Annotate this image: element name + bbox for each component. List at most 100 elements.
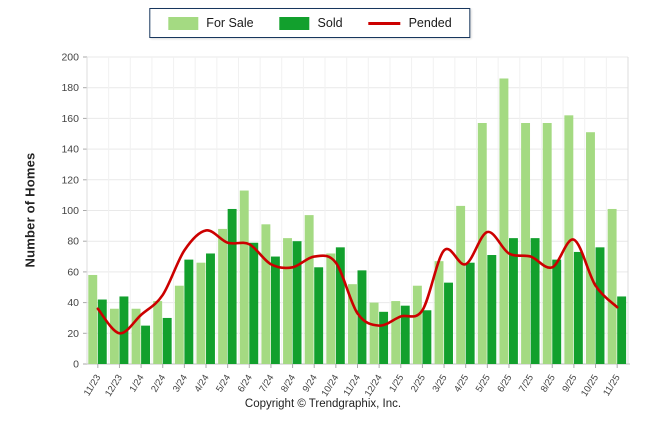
bar-for-sale (196, 262, 206, 364)
bar-sold (227, 208, 237, 364)
bar-for-sale (239, 190, 249, 364)
bar-sold (422, 310, 432, 364)
legend-label-sold: Sold (317, 16, 343, 30)
bar-for-sale (261, 224, 271, 364)
bar-sold (335, 247, 345, 364)
bar-for-sale (369, 302, 379, 364)
bar-for-sale (304, 215, 314, 364)
x-tick-label: 12/23 (103, 373, 125, 399)
bar-sold (573, 251, 583, 364)
y-tick-label: 180 (61, 82, 79, 94)
bar-for-sale (521, 123, 531, 364)
y-axis-title: Number of Homes (22, 152, 38, 268)
bar-sold (508, 238, 518, 364)
bar-sold (465, 262, 475, 364)
x-tick-label: 12/24 (363, 373, 385, 399)
bar-for-sale (391, 301, 401, 364)
y-tick-label: 140 (61, 144, 79, 156)
bar-for-sale (607, 208, 617, 364)
bar-sold (141, 325, 151, 364)
bar-for-sale (218, 228, 228, 364)
bar-sold (249, 242, 259, 364)
bar-sold (400, 305, 410, 364)
x-tick-label: 2/24 (149, 373, 168, 395)
bar-for-sale (564, 115, 574, 364)
bar-for-sale (456, 205, 466, 364)
bar-sold (444, 282, 453, 364)
y-tick-label: 100 (61, 205, 79, 217)
x-tick-label: 4/25 (452, 373, 471, 395)
legend-item-for-sale: For Sale (168, 16, 254, 30)
x-tick-label: 11/25 (601, 373, 623, 398)
sold-swatch (279, 16, 310, 30)
x-tick-label: 3/25 (430, 373, 449, 395)
bar-sold (487, 255, 497, 364)
x-tick-label: 10/25 (579, 373, 601, 399)
legend-item-pended: Pended (368, 16, 452, 30)
legend-label-for-sale: For Sale (206, 16, 254, 30)
pended-line (96, 229, 619, 335)
x-tick-label: 4/24 (192, 373, 211, 395)
bar-for-sale (412, 285, 422, 364)
x-tick-label: 10/24 (319, 373, 341, 399)
bar-for-sale (153, 301, 163, 364)
bar-sold (314, 267, 324, 364)
x-tick-label: 9/25 (560, 373, 579, 395)
bar-for-sale (326, 253, 336, 364)
y-tick-label: 0 (73, 359, 79, 371)
bar-sold (552, 259, 562, 364)
x-tick-label: 6/25 (495, 373, 514, 395)
bar-sold (379, 311, 389, 364)
x-tick-label: 3/24 (171, 373, 190, 395)
bar-sold (184, 259, 194, 364)
y-tick-label: 80 (67, 236, 79, 248)
y-tick-label: 60 (67, 266, 79, 278)
y-tick-label: 120 (61, 174, 79, 186)
bar-for-sale (283, 238, 292, 364)
bar-sold (292, 241, 302, 364)
y-tick-label: 40 (67, 297, 79, 309)
x-tick-label: 9/24 (301, 373, 320, 395)
x-tick-label: 5/25 (474, 373, 493, 395)
bar-for-sale (542, 123, 552, 364)
bar-for-sale (347, 284, 357, 364)
bar-sold (617, 296, 627, 364)
bar-for-sale (109, 308, 119, 364)
copyright-text: Copyright © Trendgraphix, Inc. (244, 398, 402, 410)
pended-line-swatch (368, 21, 401, 25)
for-sale-swatch (168, 16, 199, 30)
bar-for-sale (499, 78, 509, 365)
bar-sold (206, 253, 215, 364)
x-tick-label: 1/24 (128, 373, 147, 395)
x-tick-label: 1/25 (387, 373, 406, 395)
bar-sold (270, 256, 280, 364)
x-tick-label: 6/24 (236, 373, 255, 395)
bar-for-sale (131, 308, 141, 364)
bar-for-sale (174, 285, 184, 364)
x-tick-label: 7/25 (517, 373, 536, 395)
bar-for-sale (477, 123, 487, 364)
bar-for-sale (434, 261, 444, 364)
x-tick-label: 2/25 (409, 373, 428, 395)
legend-item-sold: Sold (279, 16, 343, 30)
bar-for-sale (88, 274, 98, 364)
bar-for-sale (586, 132, 595, 364)
y-tick-label: 160 (61, 113, 79, 125)
x-tick-label: 8/25 (539, 373, 558, 395)
x-tick-label: 11/23 (82, 373, 104, 398)
legend: For Sale Sold Pended (149, 8, 471, 38)
bar-sold (162, 317, 172, 364)
bar-sold (119, 296, 129, 364)
bar-sold (595, 247, 605, 364)
bar-sold (530, 238, 540, 364)
x-tick-label: 11/24 (341, 373, 363, 398)
legend-label-pended: Pended (408, 16, 452, 30)
x-tick-label: 5/24 (214, 373, 233, 395)
x-tick-label: 7/24 (257, 373, 276, 395)
bar-sold (97, 299, 107, 364)
y-tick-label: 200 (61, 52, 79, 64)
x-tick-label: 8/24 (279, 373, 298, 395)
y-tick-label: 20 (67, 328, 79, 340)
